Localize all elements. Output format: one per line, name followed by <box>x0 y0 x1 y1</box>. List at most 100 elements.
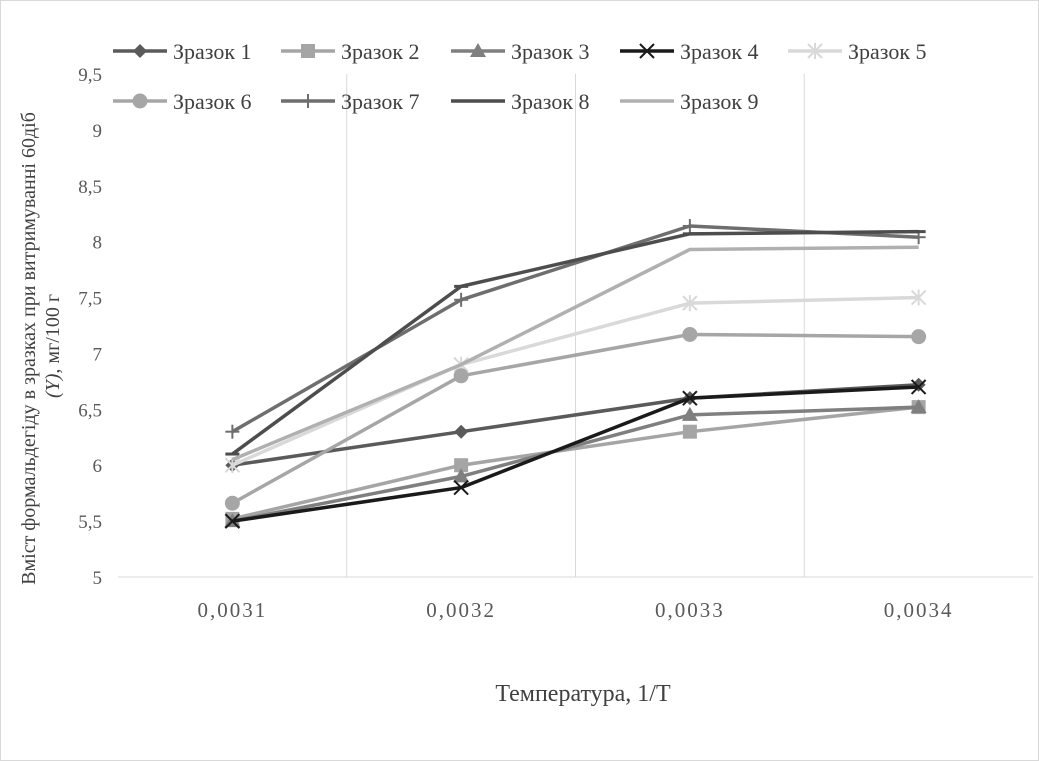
y-tick-label: 9 <box>93 121 103 142</box>
data-point <box>910 399 927 414</box>
legend-item-3: Зразок 3 <box>451 39 590 64</box>
y-tick-label: 6 <box>93 456 103 477</box>
data-point <box>681 406 698 421</box>
x-axis-title: Температура, 1/Т <box>495 681 671 707</box>
data-point <box>911 329 927 345</box>
diamond-marker <box>911 377 926 392</box>
data-point <box>682 219 697 234</box>
legend-item-2: Зразок 2 <box>281 39 420 64</box>
series-9 <box>231 245 919 462</box>
legend-item-4: Зразок 4 <box>620 39 759 64</box>
legend-item-5: Зразок 5 <box>788 39 927 64</box>
x-tick-labels: 0,0031 0,0032 0,0033 0,0034 <box>198 598 954 622</box>
legend-item-7: Зразок 7 <box>281 89 420 114</box>
x-marker-stroke <box>224 513 241 529</box>
square-marker <box>301 44 315 58</box>
data-point <box>454 292 469 307</box>
data-point <box>682 326 698 342</box>
legend-marker <box>807 43 823 59</box>
triangle-marker <box>470 43 486 57</box>
triangle-marker <box>910 399 927 414</box>
data-point <box>224 495 240 511</box>
x-tick-label: 0,0033 <box>655 598 725 622</box>
data-point <box>682 390 698 406</box>
circle-marker <box>911 329 927 345</box>
series-line-3 <box>232 405 919 523</box>
data-point <box>453 479 469 496</box>
circle-marker <box>453 368 469 384</box>
x-tick-label: 0,0034 <box>884 598 954 622</box>
series-6 <box>224 326 927 511</box>
data-point <box>682 424 697 439</box>
series-line-2 <box>231 405 919 521</box>
legend-marker <box>470 43 486 57</box>
y-tick-label: 8 <box>93 233 103 254</box>
grid-lines <box>118 74 1033 578</box>
legend-label: Зразок 9 <box>680 89 759 114</box>
legend-marker <box>132 93 148 109</box>
x-tick-label: 0,0031 <box>198 598 268 622</box>
y-tick-label: 6,5 <box>78 400 102 421</box>
y-tick-label: 7 <box>93 344 103 365</box>
series-line-9 <box>231 245 919 462</box>
legend-label: Зразок 2 <box>341 39 420 64</box>
legend-label: Зразок 8 <box>511 89 590 114</box>
square-marker <box>682 424 697 439</box>
x-marker-stroke <box>639 43 655 59</box>
circle-marker <box>132 93 148 109</box>
data-point <box>454 424 469 439</box>
data-point <box>911 377 926 392</box>
data-point <box>224 513 241 529</box>
legend: Зразок 1 Зразок 2 Зразок 3 Зразок 4 Зразок 5… <box>113 39 927 114</box>
series-line-4 <box>232 385 919 523</box>
series-line-8 <box>231 229 919 456</box>
legend-item-1: Зразок 1 <box>113 39 252 64</box>
x-marker-stroke <box>910 379 927 395</box>
circle-marker <box>682 326 698 342</box>
diamond-marker <box>133 44 147 58</box>
data-point <box>910 379 927 395</box>
y-tick-label: 8,5 <box>78 177 102 198</box>
y-tick-label: 7,5 <box>78 289 102 310</box>
legend-label: Зразок 4 <box>680 39 759 64</box>
legend-label: Зразок 3 <box>511 39 590 64</box>
triangle-marker <box>453 468 470 483</box>
legend-label: Зразок 7 <box>341 89 420 114</box>
legend-item-6: Зразок 6 <box>113 89 252 114</box>
legend-marker <box>133 44 147 58</box>
legend-marker <box>301 44 315 58</box>
y-axis-title-unit: , мг/100 г <box>42 294 64 374</box>
x-tick-label: 0,0032 <box>426 598 496 622</box>
data-point <box>910 289 927 306</box>
data-point <box>454 458 469 473</box>
series-3 <box>224 399 927 528</box>
data-point <box>453 368 469 384</box>
square-marker <box>454 458 469 473</box>
series-8 <box>225 229 926 456</box>
legend-label: Зразок 5 <box>848 39 927 64</box>
x-marker-stroke <box>682 390 698 406</box>
legend-item-8: Зразок 8 <box>451 89 590 114</box>
legend-label: Зразок 1 <box>173 39 252 64</box>
y-axis-title-italic: (Y) <box>42 373 64 398</box>
circle-marker <box>224 495 240 511</box>
data-point <box>682 295 698 312</box>
legend-label: Зразок 6 <box>173 89 252 114</box>
data-point <box>453 468 470 483</box>
triangle-marker <box>681 406 698 421</box>
legend-item-9: Зразок 9 <box>620 89 759 114</box>
diamond-marker <box>454 424 469 439</box>
legend-marker <box>301 94 315 108</box>
y-axis-title: Вміст формальдегіду в зразках при витрим… <box>18 107 64 585</box>
y-tick-labels: 5 5,5 6 6,5 7 7,5 8 8,5 9 9,5 <box>78 65 102 589</box>
data-point <box>224 457 241 474</box>
y-tick-label: 5,5 <box>78 512 102 533</box>
series-group <box>224 219 927 529</box>
y-axis-title-line1: Вміст формальдегіду в зразках при витрим… <box>18 112 40 585</box>
series-4 <box>224 379 927 529</box>
series-line-5 <box>231 295 919 467</box>
data-point <box>225 424 240 439</box>
series-line-6 <box>231 332 919 505</box>
